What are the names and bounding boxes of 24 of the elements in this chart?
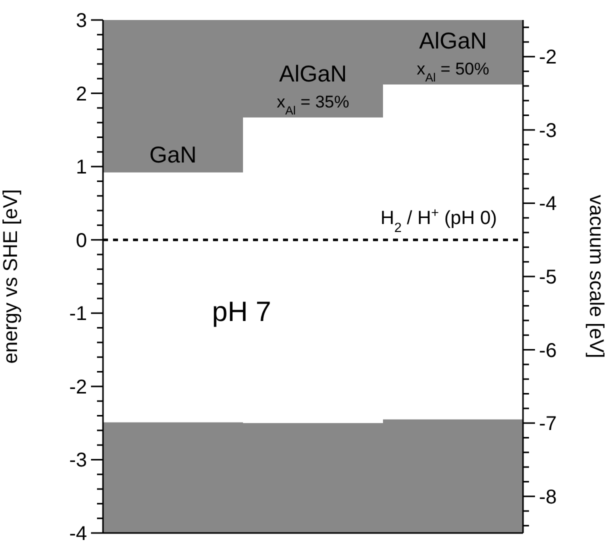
y-tick-label: -2 xyxy=(69,376,87,398)
y2-axis-title: vacuum scale [eV] xyxy=(584,194,607,358)
y-tick-label: 1 xyxy=(76,156,87,179)
y2-tick-label: -6 xyxy=(539,340,557,362)
y-tick-label: 0 xyxy=(76,230,87,252)
y2-tick-label: -7 xyxy=(539,413,557,436)
y2-tick-label: -3 xyxy=(539,120,557,142)
x-tick-label: AlGaN xyxy=(419,27,487,54)
y2-tick-label: -5 xyxy=(539,266,557,288)
y2-tick-label: -8 xyxy=(539,486,557,508)
y2-tick-label: -4 xyxy=(539,193,557,216)
x-tick-label: GaN xyxy=(149,141,197,168)
y-tick-label: -4 xyxy=(69,523,87,545)
y-tick-label: -3 xyxy=(69,450,87,472)
y2-tick-label: -2 xyxy=(539,46,557,69)
x-tick-label: AlGaN xyxy=(279,60,347,86)
annotation: x$_{Al}$ = 35% xyxy=(276,92,350,118)
y-axis-title: energy vs SHE [eV] xyxy=(0,189,22,364)
annotation: x$_{Al}$ = 50% xyxy=(416,59,490,84)
y-tick-label: -1 xyxy=(69,303,87,326)
y-tick-label: 2 xyxy=(76,83,87,106)
annotation: pH 7 xyxy=(212,296,272,327)
ref-line-label: H$_{2}$ / H$^{+}$ (pH 0) xyxy=(380,204,497,234)
y-tick-label: 3 xyxy=(76,10,87,32)
